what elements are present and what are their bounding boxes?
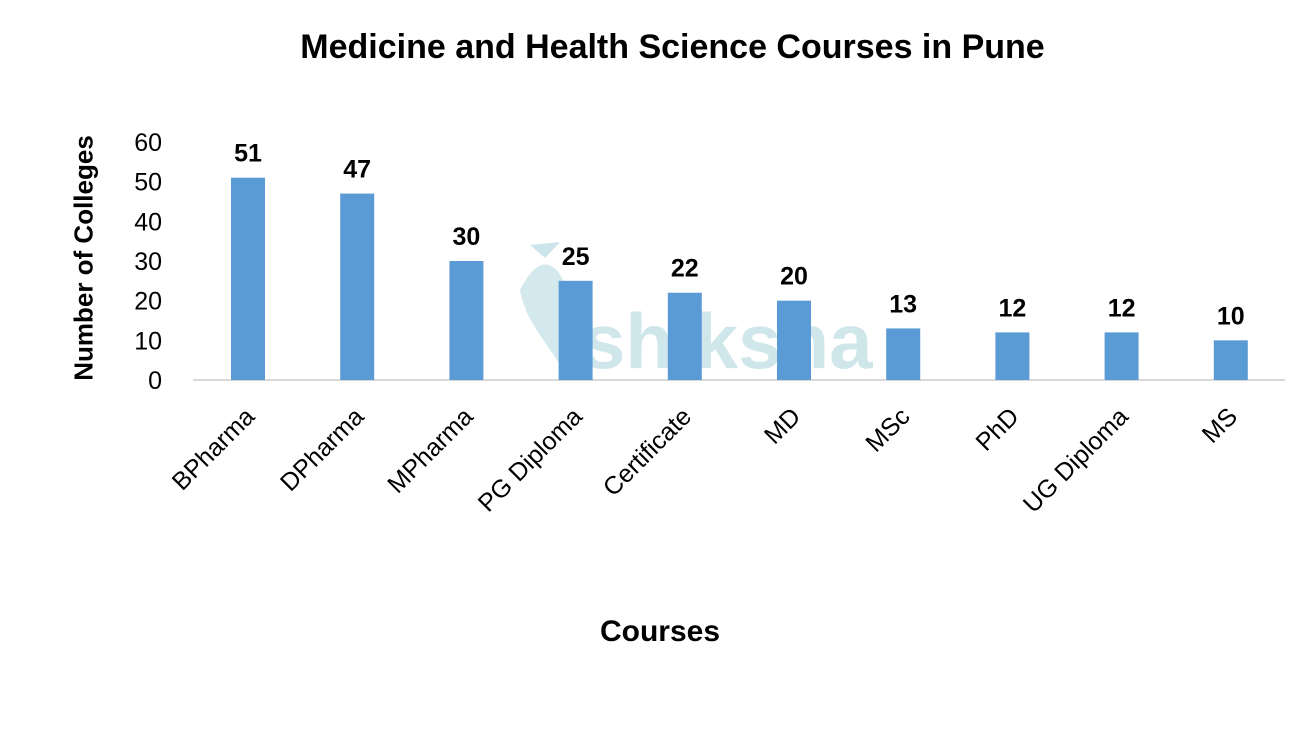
category-label: PG Diploma [473,402,588,517]
data-labels: 51 47 30 25 22 20 13 12 12 10 [234,140,1245,331]
bar [1104,332,1139,380]
data-label: 22 [671,255,699,283]
category-label: Certificate [598,402,697,501]
bar [995,332,1030,380]
watermark-icon [520,264,570,365]
data-label: 12 [1108,294,1136,322]
y-tick-label: 10 [134,327,162,355]
category-label: PhD [970,402,1024,456]
category-label: MS [1197,402,1243,448]
category-label: MSc [860,402,915,457]
bar [667,292,702,380]
y-tick-label: 40 [134,208,162,236]
x-axis-label: Courses [599,615,721,648]
bar [449,261,484,380]
data-label: 51 [234,140,262,168]
y-tick-label: 0 [148,367,162,395]
data-label: 13 [889,290,917,318]
data-label: 25 [562,243,590,271]
y-tick-label: 20 [134,288,162,316]
y-tick-label: 60 [134,129,162,157]
category-label: MD [759,402,806,449]
bar [1213,340,1248,380]
bars [231,177,1248,380]
category-label: BPharma [167,402,261,496]
watermark-text: shiksha [582,297,873,385]
category-label: UG Diploma [1018,402,1134,518]
data-label: 30 [452,223,480,251]
category-label: DPharma [275,402,370,497]
chart-title: Medicine and Health Science Courses in P… [300,28,1045,66]
data-label: 47 [343,156,371,184]
graduation-cap-icon [530,242,560,258]
y-tick-label: 30 [134,248,162,276]
shiksha-watermark: shiksha [520,242,873,385]
bar [340,193,375,380]
bar [231,177,265,380]
y-tick-label: 50 [134,169,162,197]
data-label: 10 [1217,302,1245,330]
y-axis-ticks: 0 10 20 30 40 50 60 [134,129,162,395]
bar [886,328,921,380]
data-label: 20 [780,263,808,291]
category-label: MPharma [382,402,478,498]
bar [558,280,593,380]
bar [777,300,811,380]
data-label: 12 [998,294,1026,322]
